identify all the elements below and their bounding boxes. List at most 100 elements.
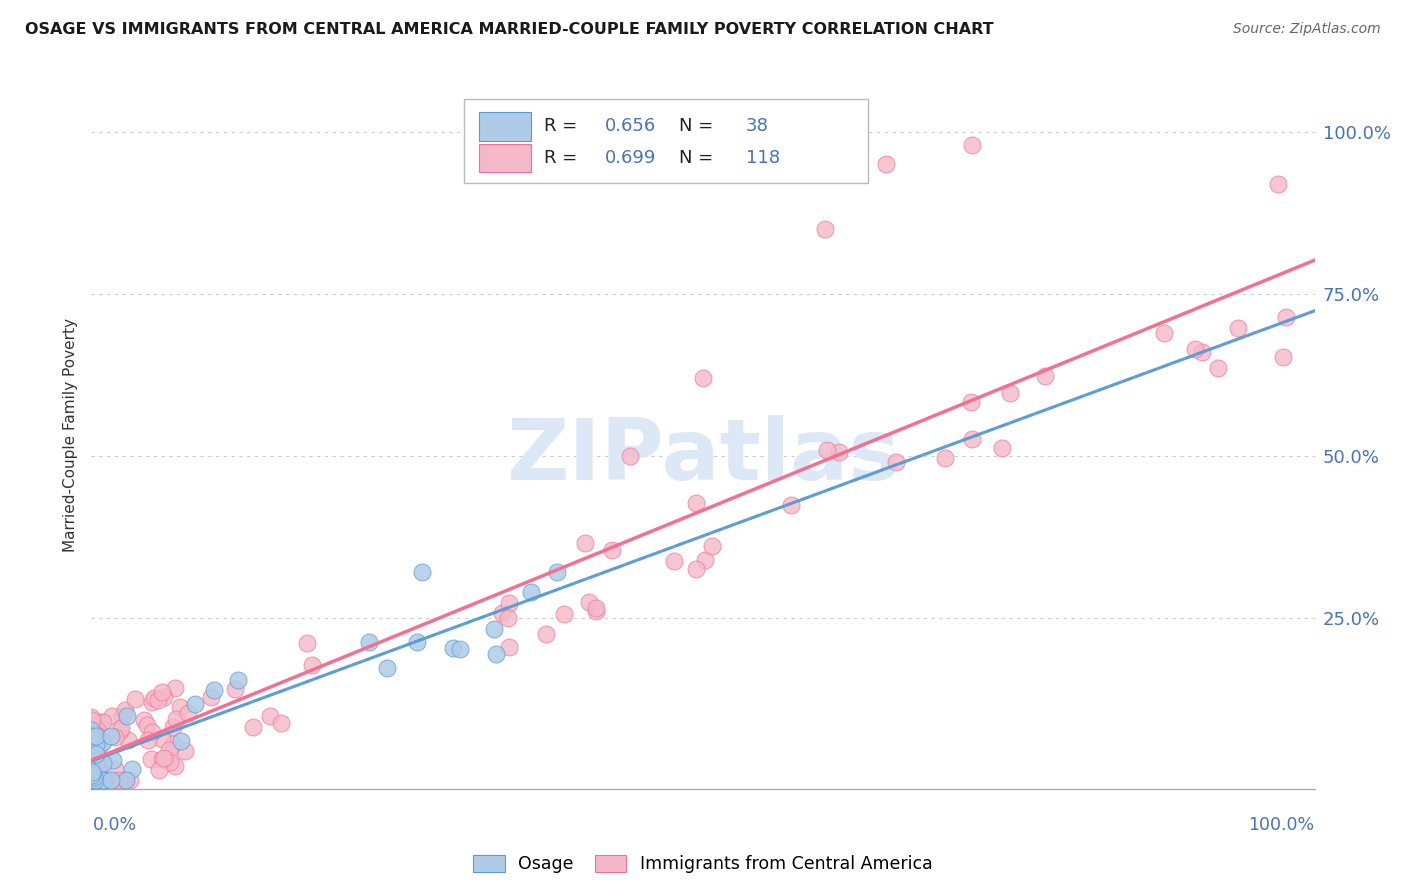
Point xyxy=(84,730,107,744)
Point xyxy=(82,731,104,746)
Point xyxy=(176,706,198,720)
Text: N =: N = xyxy=(679,118,718,136)
Point xyxy=(184,697,207,711)
Point xyxy=(224,681,246,696)
Point xyxy=(100,772,122,787)
Point xyxy=(411,566,433,580)
Point xyxy=(153,690,176,704)
Point xyxy=(259,709,281,723)
Point xyxy=(112,772,135,787)
Point xyxy=(80,723,103,738)
Point xyxy=(105,772,128,787)
Point xyxy=(84,771,107,785)
Point xyxy=(93,772,115,787)
Point xyxy=(90,753,112,767)
Point xyxy=(143,690,166,705)
Point xyxy=(150,684,173,698)
Point xyxy=(960,395,983,409)
Text: N =: N = xyxy=(679,149,718,168)
Point xyxy=(1267,177,1289,191)
Text: R =: R = xyxy=(544,118,583,136)
Point xyxy=(814,222,837,236)
Point xyxy=(82,772,104,787)
Point xyxy=(87,740,110,755)
Point xyxy=(86,772,108,787)
Point xyxy=(108,772,131,787)
Point xyxy=(82,772,104,787)
Point xyxy=(357,635,380,649)
Point xyxy=(86,762,108,776)
Point xyxy=(1191,345,1213,359)
Point xyxy=(685,495,707,509)
Point xyxy=(80,772,103,787)
Point xyxy=(585,600,607,615)
Point xyxy=(148,763,170,777)
FancyBboxPatch shape xyxy=(479,145,530,172)
Point xyxy=(960,138,983,153)
Point xyxy=(82,713,104,727)
Point xyxy=(200,690,222,704)
Point xyxy=(101,753,124,767)
Point xyxy=(1271,350,1294,364)
Point xyxy=(152,751,174,765)
FancyBboxPatch shape xyxy=(479,112,530,141)
Point xyxy=(998,386,1021,401)
Point xyxy=(165,712,187,726)
Point xyxy=(169,700,191,714)
Point xyxy=(1153,326,1175,341)
Point xyxy=(202,682,225,697)
Point xyxy=(86,757,108,772)
Point xyxy=(150,732,173,747)
Point xyxy=(815,443,838,458)
Point xyxy=(498,640,520,654)
Point xyxy=(91,734,114,748)
Point xyxy=(828,444,851,458)
Point xyxy=(546,566,568,580)
Point xyxy=(141,695,163,709)
Text: Source: ZipAtlas.com: Source: ZipAtlas.com xyxy=(1233,22,1381,37)
Point xyxy=(1275,310,1298,324)
Point xyxy=(114,772,136,787)
Point xyxy=(114,703,136,717)
Point xyxy=(111,709,134,723)
Point xyxy=(242,720,264,734)
Point xyxy=(170,734,193,748)
Text: 118: 118 xyxy=(745,149,780,168)
Point xyxy=(702,539,724,553)
Point xyxy=(135,718,157,732)
Point xyxy=(173,744,195,758)
Point xyxy=(80,772,103,787)
FancyBboxPatch shape xyxy=(464,99,868,183)
Point xyxy=(90,772,112,787)
Point xyxy=(80,772,103,787)
Point xyxy=(134,713,156,727)
Point xyxy=(150,751,173,765)
Point xyxy=(80,723,103,737)
Point xyxy=(536,627,558,641)
Point xyxy=(80,757,103,772)
Point xyxy=(441,640,464,655)
Point xyxy=(84,756,107,771)
Point xyxy=(83,770,105,784)
Point xyxy=(91,714,114,729)
Point xyxy=(159,755,181,769)
Point xyxy=(1184,343,1206,357)
Point xyxy=(86,723,108,737)
Point xyxy=(80,767,103,781)
Point xyxy=(83,726,105,740)
Point xyxy=(449,642,471,657)
Point xyxy=(780,498,803,512)
Point xyxy=(162,720,184,734)
Point xyxy=(87,735,110,749)
Point xyxy=(157,743,180,757)
Point xyxy=(104,731,127,745)
Point xyxy=(84,737,107,751)
Text: 100.0%: 100.0% xyxy=(1249,816,1315,834)
Point xyxy=(117,732,139,747)
Point xyxy=(226,673,249,687)
Point xyxy=(498,596,520,610)
Point xyxy=(165,759,187,773)
Point xyxy=(520,585,543,599)
Point xyxy=(87,772,110,787)
Point xyxy=(80,727,103,741)
